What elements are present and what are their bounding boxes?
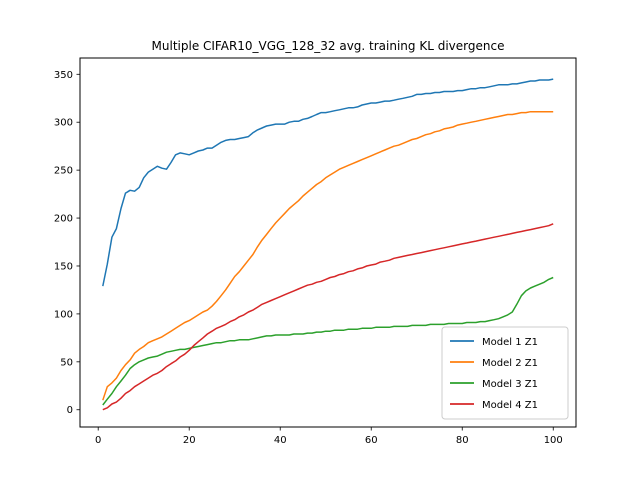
x-tick-label: 100 [544,435,563,446]
legend-label: Model 1 Z1 [482,337,538,348]
y-tick-label: 150 [54,261,73,272]
plot-area [102,78,554,411]
chart-title: Multiple CIFAR10_VGG_128_32 avg. trainin… [152,39,505,53]
y-tick-label: 200 [54,214,73,225]
x-tick-label: 60 [365,435,378,446]
legend-label: Model 2 Z1 [482,358,538,369]
series-line-3 [102,276,554,406]
y-tick-label: 300 [54,118,73,129]
legend: Model 1 Z1 Model 2 Z1 Model 3 Z1 Model 4 Z1 [441,326,569,420]
y-tick-label: 250 [54,166,73,177]
series-line-2 [102,110,554,401]
x-axis: 0 20 40 60 80 100 [95,427,563,446]
series-line-1 [102,78,554,287]
x-tick-label: 0 [95,435,101,446]
x-tick-label: 40 [274,435,287,446]
x-tick-label: 20 [183,435,196,446]
y-tick-label: 50 [60,357,73,368]
legend-box [441,326,569,420]
legend-label: Model 4 Z1 [482,400,538,411]
y-tick-label: 350 [54,70,73,81]
series-line-4 [102,223,554,411]
axes-frame [79,57,577,428]
y-tick-label: 0 [67,405,73,416]
y-axis: 0 50 100 150 200 250 300 350 [54,70,80,416]
x-tick-label: 80 [456,435,469,446]
legend-label: Model 3 Z1 [482,379,538,390]
y-tick-label: 100 [54,309,73,320]
